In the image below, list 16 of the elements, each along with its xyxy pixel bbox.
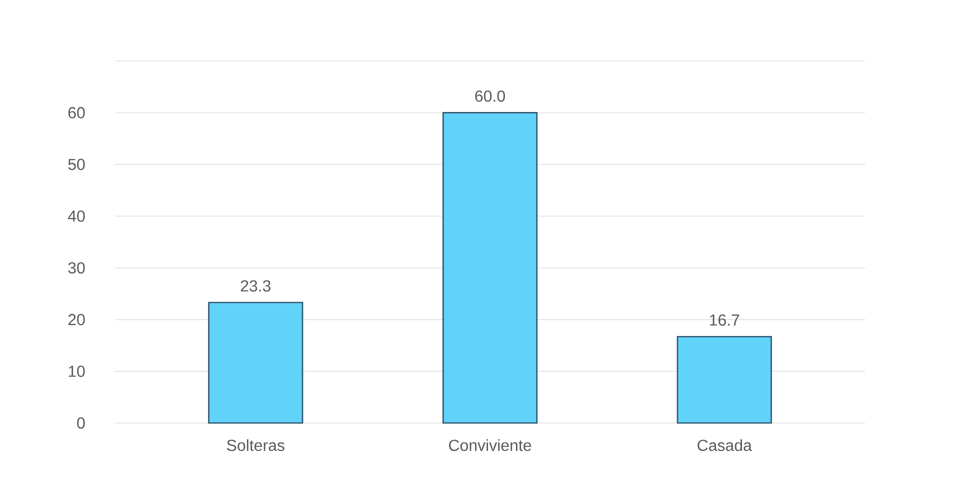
y-tick-label: 10 bbox=[68, 366, 85, 377]
data-label: 60.0 bbox=[475, 90, 505, 102]
y-tick-label: 40 bbox=[68, 210, 85, 222]
x-tick-label: Casada bbox=[698, 439, 752, 452]
y-tick-label: 20 bbox=[68, 314, 85, 326]
y-tick-label: 50 bbox=[68, 158, 85, 170]
y-tick-label: 30 bbox=[68, 262, 85, 274]
y-tick-label: 60 bbox=[68, 107, 85, 118]
data-label: 23.3 bbox=[240, 280, 270, 292]
bar bbox=[208, 302, 304, 424]
data-label: 16.7 bbox=[710, 314, 740, 326]
y-tick-label: 0 bbox=[77, 417, 85, 429]
x-tick-label: Conviviente bbox=[449, 439, 532, 452]
bar bbox=[442, 112, 538, 424]
x-tick-label: Solteras bbox=[227, 439, 284, 452]
bar bbox=[676, 336, 772, 424]
